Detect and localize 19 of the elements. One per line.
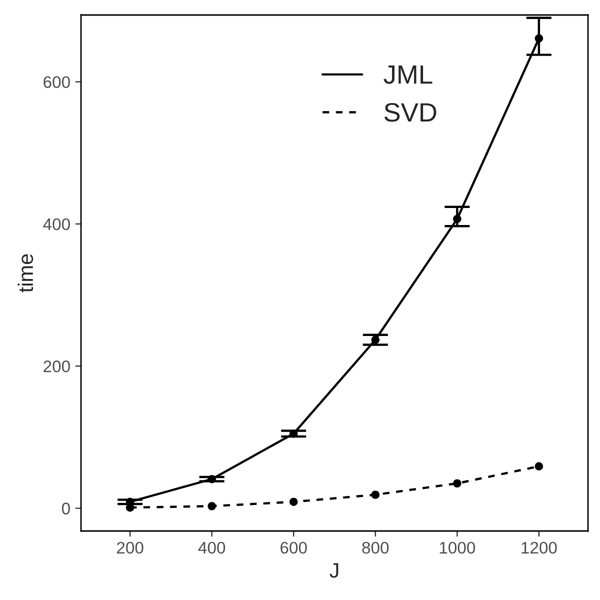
x-tick-label: 400 [198, 542, 226, 554]
x-axis-title: J [330, 563, 338, 578]
x-tick-label: 200 [117, 542, 144, 554]
legend-label: JML [384, 66, 432, 84]
point [534, 462, 544, 470]
y-axis-title: time [18, 254, 34, 292]
x-tick-label: 600 [280, 542, 307, 554]
x-tick-label: 1000 [440, 542, 476, 554]
point [289, 498, 298, 506]
point [208, 502, 216, 510]
point [452, 479, 462, 488]
x-tick-label: 1200 [522, 542, 557, 554]
point [371, 490, 380, 499]
legend-label: SVD [384, 103, 436, 122]
y-tick-label: 0 [62, 502, 70, 514]
x-tick-label: 800 [362, 542, 389, 554]
y-tick-label: 400 [43, 218, 70, 230]
y-tick-label: 600 [44, 76, 70, 88]
y-tick-label: 200 [44, 360, 70, 372]
